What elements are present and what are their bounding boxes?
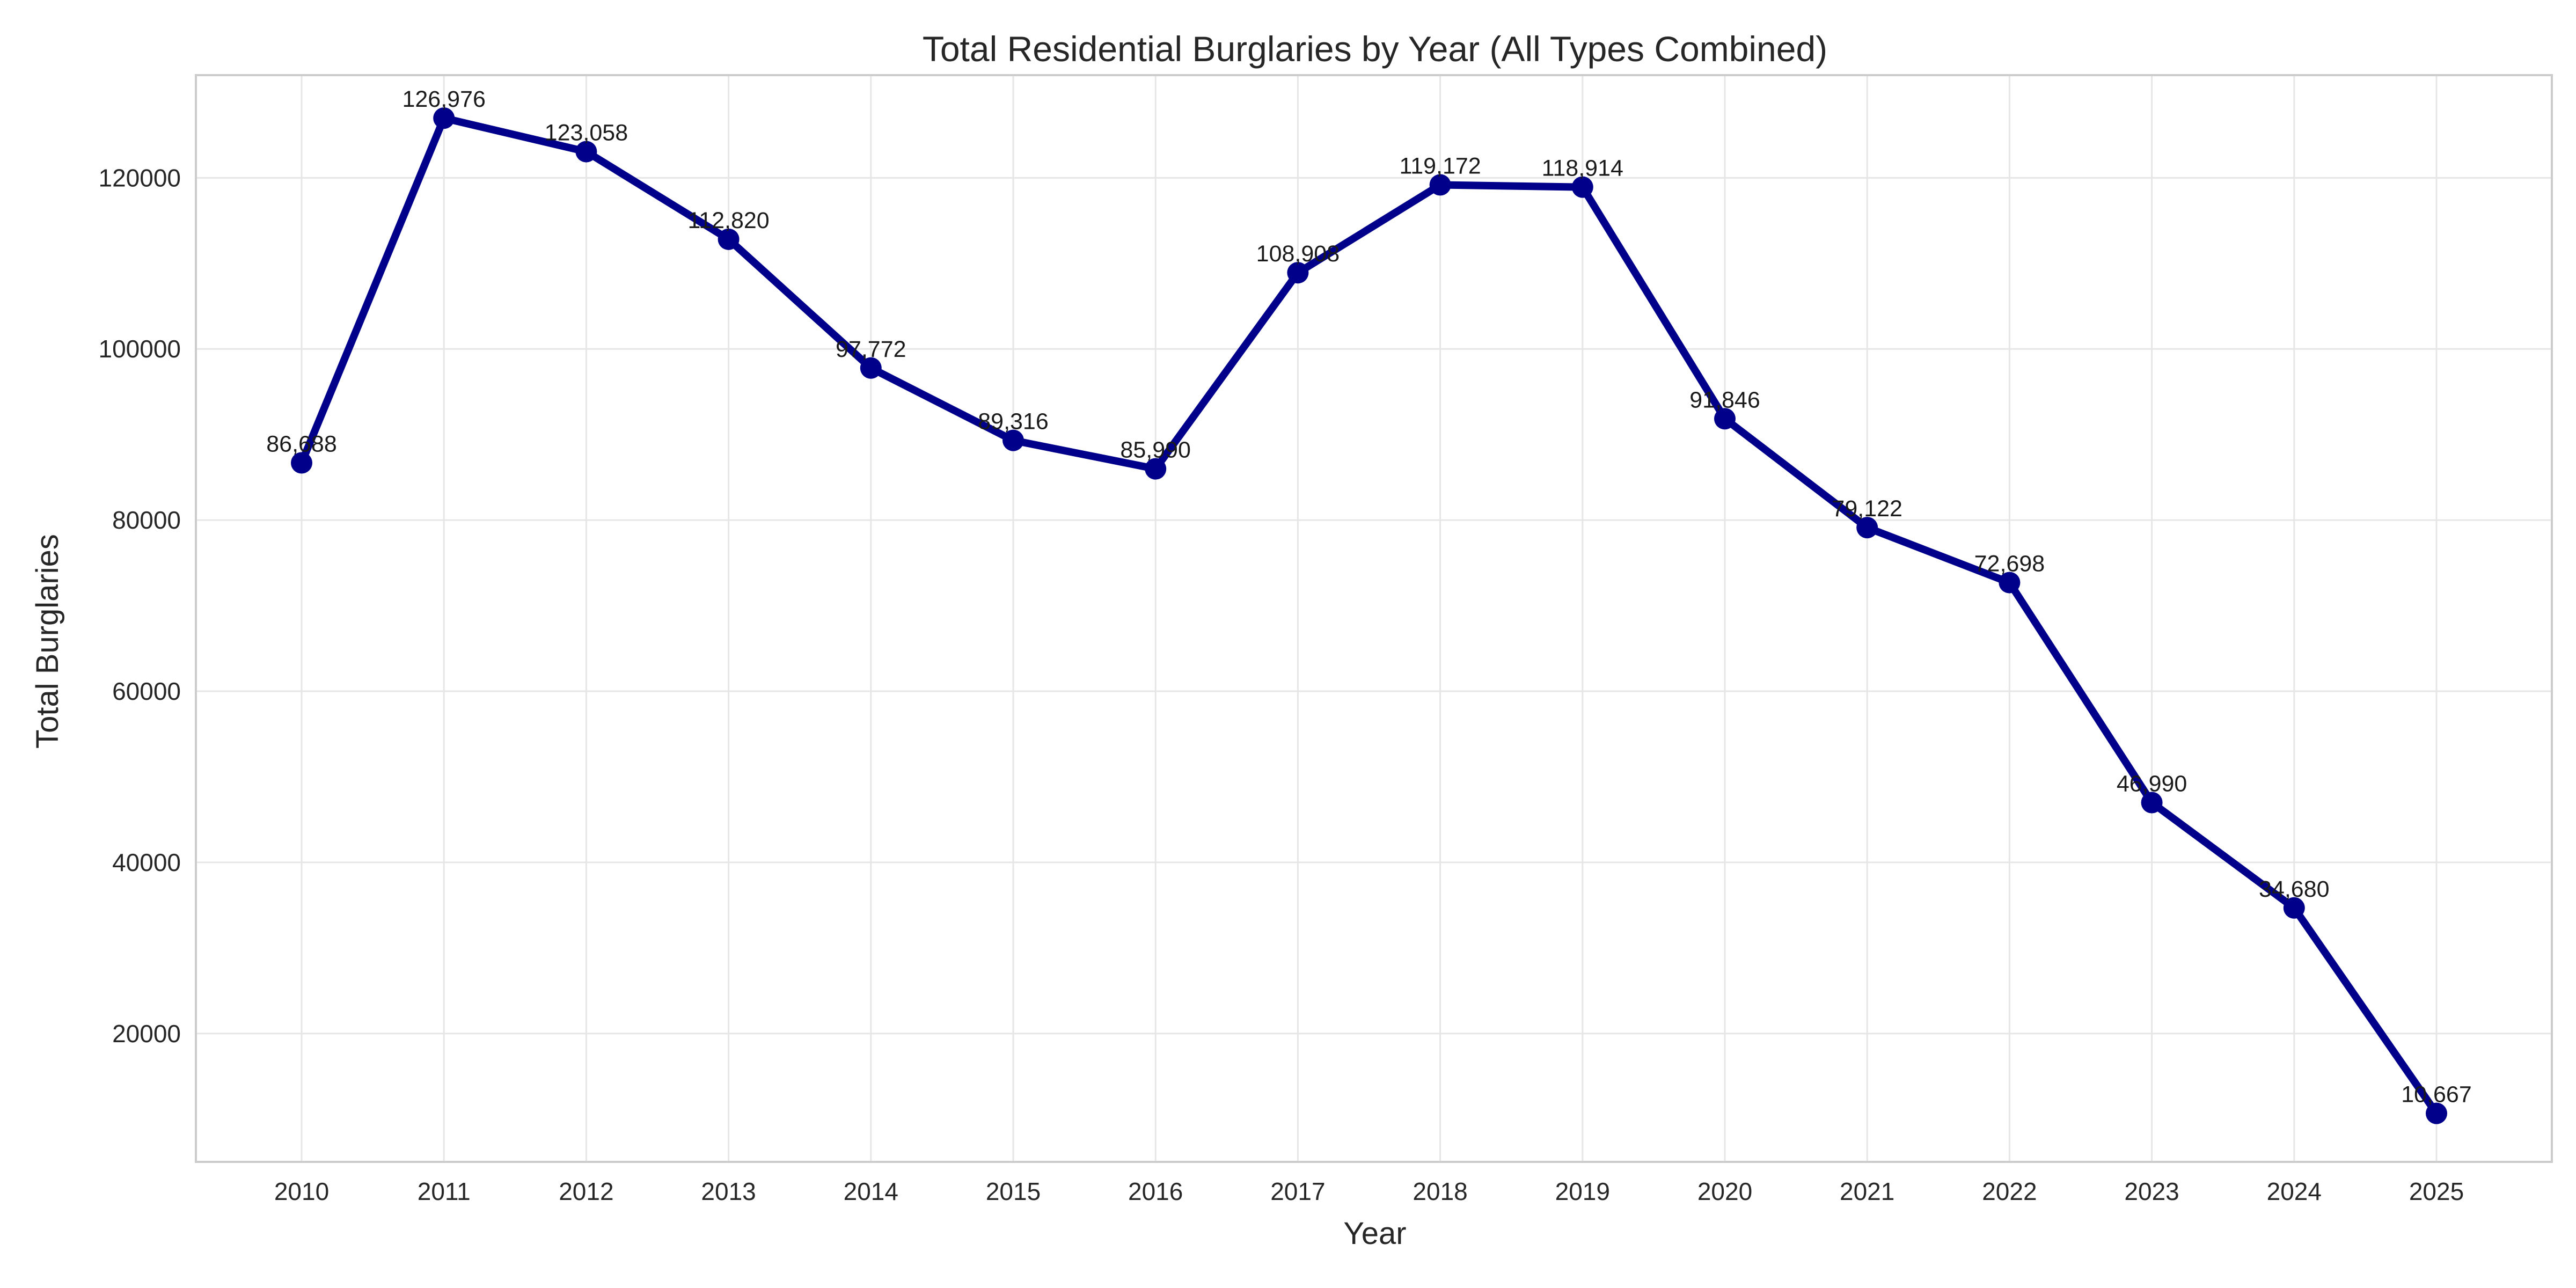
data-label: 79,122 — [1832, 496, 1902, 522]
x-tick-label: 2020 — [1697, 1177, 1752, 1205]
y-axis-ticks: 20000 40000 60000 80000 100000 120000 — [99, 164, 181, 1047]
x-tick-label: 2015 — [986, 1177, 1041, 1205]
x-tick-label: 2025 — [2409, 1177, 2464, 1205]
data-points — [291, 107, 2447, 1124]
data-label: 72,698 — [1974, 551, 2045, 577]
data-point — [1002, 429, 1024, 451]
x-axis-ticks: 2010 2011 2012 2013 2014 2015 2016 2017 2018 2019… — [274, 1177, 2464, 1205]
x-tick-label: 2010 — [274, 1177, 329, 1205]
data-label: 118,914 — [1542, 156, 1623, 181]
data-label: 10,667 — [2401, 1082, 2472, 1108]
x-tick-label: 2016 — [1128, 1177, 1183, 1205]
y-tick-label: 120000 — [99, 164, 181, 192]
y-tick-label: 100000 — [99, 335, 181, 363]
y-tick-label: 60000 — [112, 677, 181, 705]
data-label: 34,680 — [2259, 876, 2330, 902]
x-axis-label: Year — [1343, 1216, 1406, 1251]
x-tick-label: 2021 — [1840, 1177, 1894, 1205]
data-point — [1856, 517, 1878, 539]
x-tick-label: 2023 — [2124, 1177, 2179, 1205]
x-tick-label: 2018 — [1413, 1177, 1467, 1205]
data-label: 108,908 — [1256, 241, 1340, 267]
data-point — [2141, 792, 2163, 814]
data-point — [860, 357, 882, 379]
data-point — [1571, 176, 1593, 198]
data-point — [433, 107, 455, 129]
x-tick-label: 2022 — [1982, 1177, 2037, 1205]
data-label: 89,316 — [978, 409, 1049, 435]
data-label: 46,990 — [2117, 771, 2187, 796]
data-point — [718, 228, 740, 250]
data-point — [2283, 897, 2305, 919]
y-axis-label: Total Burglaries — [30, 534, 65, 749]
data-label: 112,820 — [687, 208, 769, 233]
x-tick-label: 2017 — [1270, 1177, 1325, 1205]
plot-area-frame — [195, 74, 2553, 1163]
y-tick-label: 20000 — [112, 1020, 181, 1048]
x-tick-label: 2012 — [559, 1177, 613, 1205]
x-tick-label: 2024 — [2267, 1177, 2322, 1205]
data-label: 97,772 — [836, 336, 906, 362]
data-label: 119,172 — [1399, 153, 1481, 179]
data-point — [1714, 408, 1736, 430]
data-point — [1287, 262, 1309, 284]
series-layer — [298, 114, 2440, 1117]
data-point — [575, 141, 597, 163]
grid-lines — [196, 75, 2552, 1162]
data-label: 85,990 — [1120, 437, 1191, 463]
data-point — [1999, 572, 2021, 594]
x-tick-label: 2011 — [418, 1177, 471, 1205]
data-label: 126,976 — [402, 86, 485, 112]
x-tick-label: 2013 — [701, 1177, 756, 1205]
data-point — [1145, 458, 1167, 480]
data-label: 91,846 — [1689, 387, 1760, 413]
data-point — [2426, 1102, 2447, 1124]
series-line — [298, 114, 2440, 1117]
x-tick-label: 2019 — [1555, 1177, 1610, 1205]
y-tick-label: 80000 — [112, 506, 181, 534]
x-tick-label: 2014 — [844, 1177, 898, 1205]
data-label: 123,058 — [545, 120, 628, 146]
data-labels: 86,688 126,976 123,058 112,820 97,772 89,316 8… — [266, 86, 2472, 1108]
data-point — [1429, 174, 1451, 196]
chart-title: Total Residential Burglaries by Year (Al… — [923, 29, 1827, 69]
y-tick-label: 40000 — [112, 848, 181, 876]
data-label: 86,688 — [266, 431, 337, 457]
data-point — [291, 452, 312, 474]
